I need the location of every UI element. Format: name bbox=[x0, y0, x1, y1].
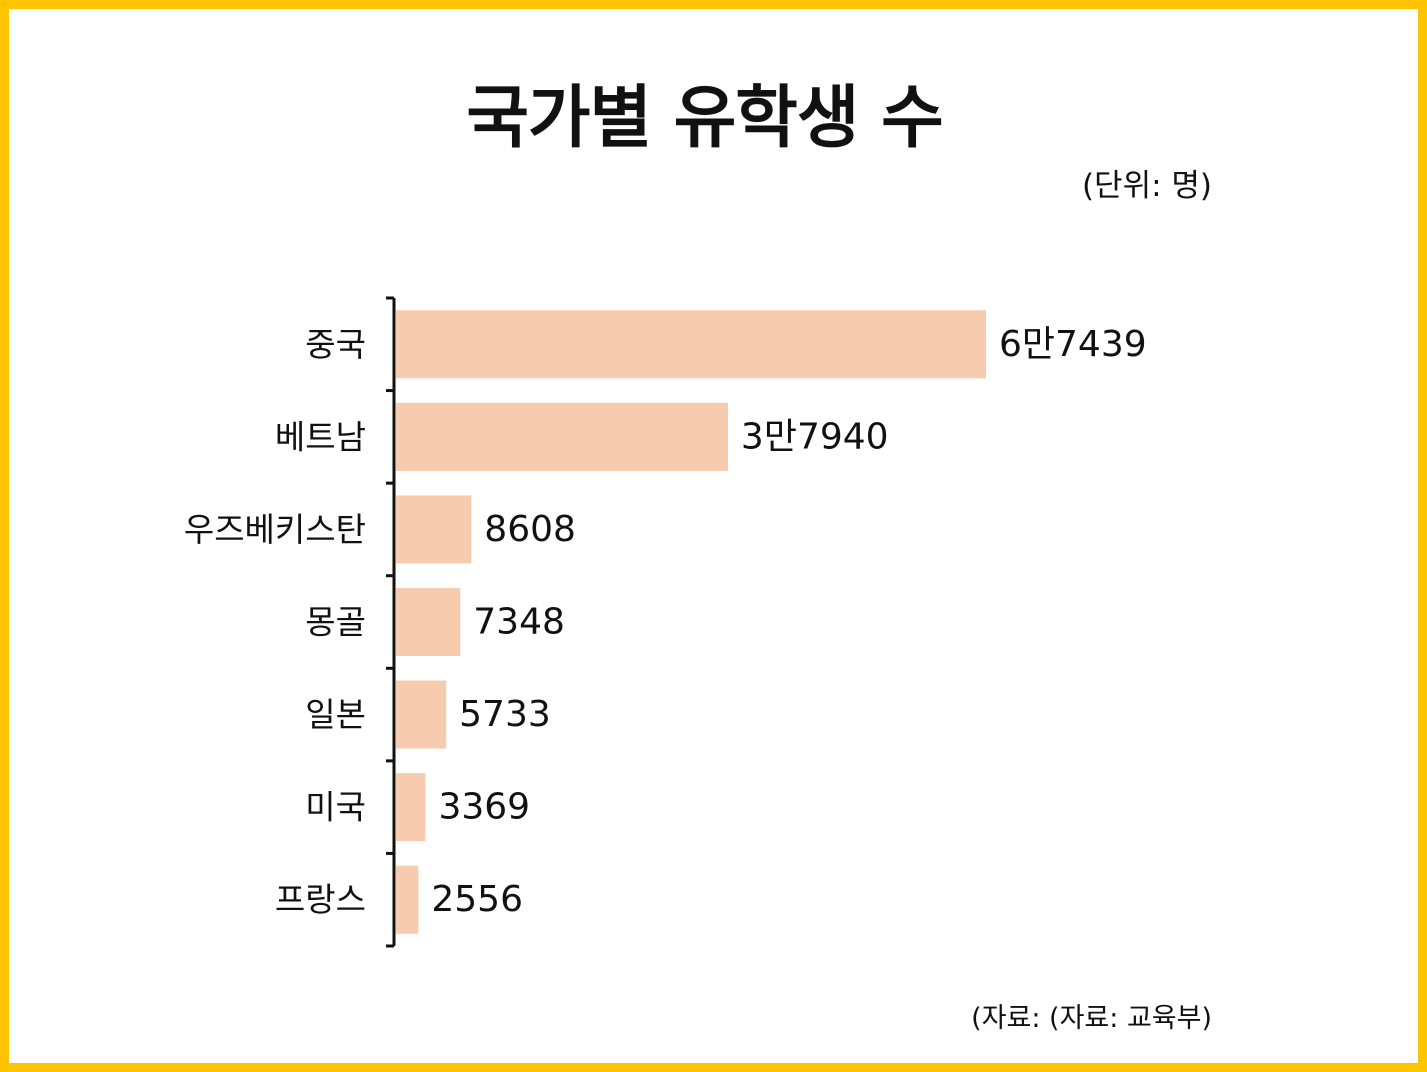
category-label: 프랑스 bbox=[275, 880, 366, 919]
bar bbox=[396, 310, 986, 379]
category-label: 미국 bbox=[305, 788, 366, 827]
bar bbox=[396, 402, 728, 471]
value-label: 6만7439 bbox=[999, 324, 1147, 365]
bar bbox=[396, 588, 461, 656]
value-label: 2556 bbox=[431, 879, 523, 920]
value-label: 5733 bbox=[459, 694, 551, 735]
chart-title: 국가별 유학생 수 bbox=[466, 79, 943, 158]
value-label: 8608 bbox=[484, 509, 576, 550]
category-label: 우즈베키스탄 bbox=[184, 510, 366, 549]
category-label: 몽골 bbox=[305, 603, 366, 642]
category-label: 중국 bbox=[305, 325, 366, 364]
value-label: 3만7940 bbox=[741, 416, 889, 457]
category-label: 베트남 bbox=[275, 417, 366, 456]
category-label: 일본 bbox=[305, 695, 366, 734]
source-note: (자료: (자료: 교육부) bbox=[971, 1003, 1212, 1034]
bar bbox=[396, 865, 419, 934]
bar bbox=[396, 773, 426, 842]
value-labels: 6만7439 3만7940 8608 7348 5733 3369 2556 bbox=[431, 324, 1146, 920]
bar bbox=[396, 495, 472, 564]
bar bbox=[396, 680, 447, 749]
bars-group bbox=[396, 310, 986, 934]
value-label: 7348 bbox=[473, 602, 565, 643]
value-label: 3369 bbox=[438, 787, 530, 828]
unit-note: (단위: 명) bbox=[1081, 168, 1212, 204]
y-axis-ticks bbox=[386, 296, 394, 948]
